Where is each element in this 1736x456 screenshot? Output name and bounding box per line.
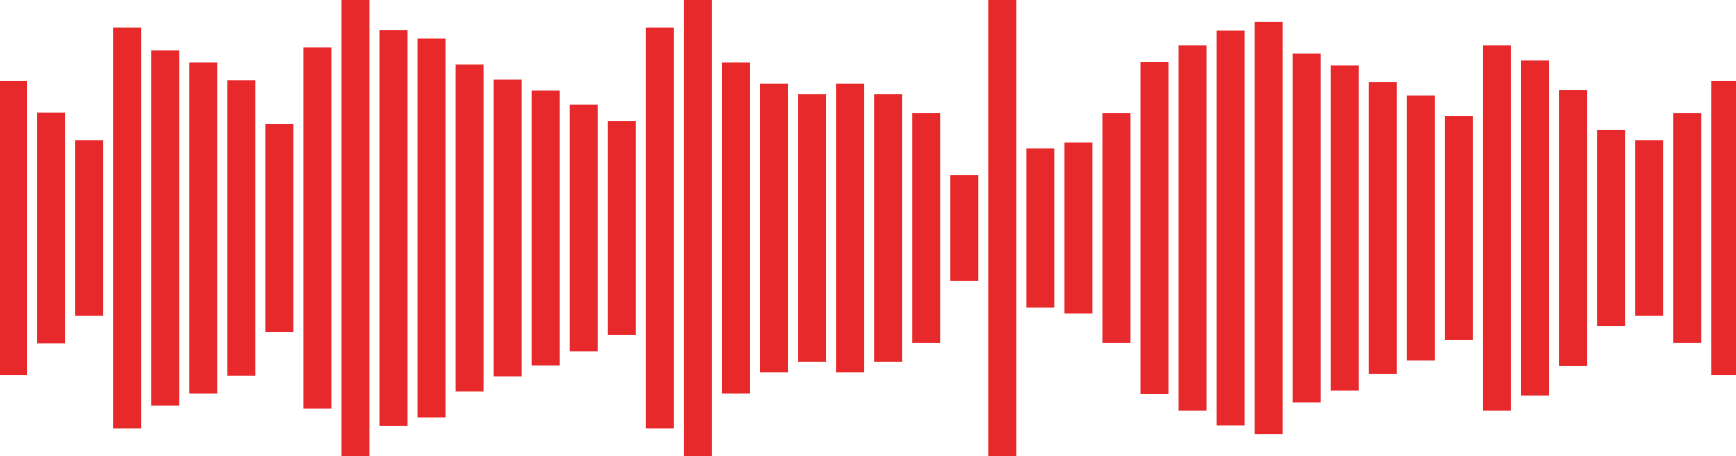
waveform-bar [1368, 82, 1397, 374]
waveform-bar [874, 94, 903, 362]
waveform-bar [227, 80, 256, 376]
waveform-bar [1559, 90, 1588, 366]
waveform-bar [569, 104, 598, 352]
waveform-bar [1521, 60, 1549, 396]
waveform-bar [37, 112, 66, 344]
waveform-bar [721, 62, 750, 394]
waveform-bar [1178, 45, 1207, 411]
waveform-bar [1482, 45, 1511, 411]
waveform-bar [0, 80, 27, 376]
waveform-bar [607, 121, 636, 335]
waveform-bar [798, 94, 827, 362]
waveform-bar [455, 64, 484, 392]
waveform-bar [1064, 142, 1093, 314]
waveform-bar [1102, 113, 1131, 343]
waveform-bar [151, 50, 180, 406]
waveform-bar [1444, 116, 1473, 340]
waveform-bar [341, 0, 370, 456]
waveform-bar [1254, 21, 1283, 435]
waveform-bar [1292, 53, 1321, 403]
waveform-bar [1711, 80, 1736, 376]
waveform-bar [1597, 129, 1626, 327]
waveform-bar [683, 0, 712, 456]
waveform-bar [303, 47, 332, 409]
waveform-bar [1635, 140, 1664, 316]
waveform-bar [1140, 62, 1169, 394]
waveform-bar [113, 27, 142, 429]
waveform-bar [493, 79, 522, 377]
waveform-bar [645, 27, 674, 429]
waveform-bar [189, 62, 218, 394]
waveform-bar [75, 140, 104, 316]
waveform-bar [1216, 30, 1245, 426]
waveform-bar [1330, 65, 1359, 391]
waveform-bar [379, 30, 408, 426]
waveform-bar [1026, 148, 1055, 308]
waveform-bar [988, 0, 1017, 456]
waveform-bar [950, 175, 979, 281]
waveform-bar [760, 83, 788, 373]
waveform-bar [1406, 95, 1435, 361]
waveform-bar [912, 113, 941, 343]
waveform-bar [1673, 113, 1702, 343]
waveform-bar [417, 38, 446, 418]
waveform-bar [265, 124, 294, 332]
waveform-bar [531, 90, 560, 366]
waveform-bar [836, 83, 865, 373]
